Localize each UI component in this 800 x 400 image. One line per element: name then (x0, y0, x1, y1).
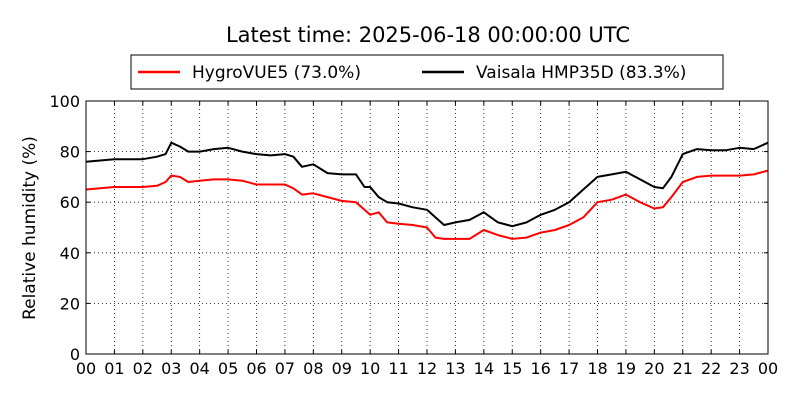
x-tick-label: 19 (616, 359, 636, 378)
x-tick-label: 02 (133, 359, 153, 378)
y-axis-label: Relative humidity (%) (20, 136, 40, 320)
x-tick-label: 12 (417, 359, 437, 378)
x-tick-label: 20 (644, 359, 664, 378)
chart-title: Latest time: 2025-06-18 00:00:00 UTC (226, 23, 630, 47)
x-tick-label: 17 (559, 359, 579, 378)
x-tick-label: 07 (275, 359, 295, 378)
x-tick-label: 22 (701, 359, 721, 378)
x-tick-label: 23 (729, 359, 749, 378)
x-tick-label: 16 (530, 359, 550, 378)
x-tick-label: 08 (303, 359, 323, 378)
axis-ticks: 00 01 02 03 04 05 06 07 08 09 10 11 12 13 14 15 16 17 18 19… (49, 92, 778, 378)
x-tick-label: 03 (161, 359, 181, 378)
x-tick-label: 09 (332, 359, 352, 378)
x-tick-label: 10 (360, 359, 380, 378)
series-line-hygrovue5 (85, 169, 769, 240)
x-tick-label: 04 (189, 359, 209, 378)
legend: HygroVUE5 (73.0%) Vaisala HMP35D (83.3%) (130, 54, 724, 90)
x-tick-label: 11 (388, 359, 408, 378)
y-tick-label: 0 (70, 345, 80, 364)
x-tick-label: 18 (587, 359, 607, 378)
x-tick-label: 06 (246, 359, 266, 378)
x-tick-label: 15 (502, 359, 522, 378)
x-tick-label: 21 (673, 359, 693, 378)
legend-label-vaisala: Vaisala HMP35D (83.3%) (476, 63, 686, 83)
data-series (85, 141, 769, 240)
x-tick-label: 00 (758, 359, 778, 378)
y-tick-label: 40 (60, 244, 80, 263)
legend-label-hygrovue5: HygroVUE5 (73.0%) (192, 63, 361, 83)
x-tick-label: 01 (104, 359, 124, 378)
y-tick-label: 100 (49, 92, 80, 111)
y-tick-label: 60 (60, 193, 80, 212)
series-line-vaisala (85, 141, 769, 228)
y-tick-label: 80 (60, 143, 80, 162)
grid-lines (86, 101, 768, 354)
x-tick-label: 05 (218, 359, 238, 378)
x-tick-label: 13 (445, 359, 465, 378)
x-tick-label: 14 (474, 359, 494, 378)
y-tick-label: 20 (60, 294, 80, 313)
x-tick-label: 00 (76, 359, 96, 378)
